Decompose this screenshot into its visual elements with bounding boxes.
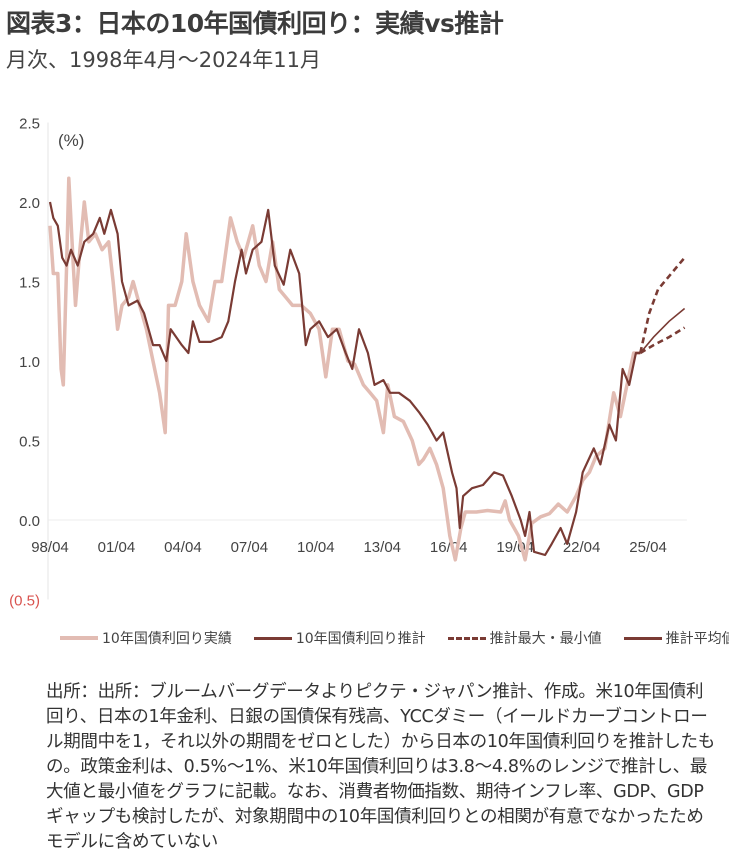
legend-swatch-range bbox=[447, 636, 486, 640]
y-tick-label: 2.5 bbox=[19, 116, 40, 133]
legend-item-range: 推計最大・最小値 bbox=[447, 628, 602, 648]
legend: 10年国債利回り実績 10年国債利回り推計 推計最大・最小値 推計平均値 bbox=[60, 628, 729, 648]
legend-label: 10年国債利回り推計 bbox=[295, 631, 426, 647]
x-tick-label: 01/04 bbox=[98, 539, 136, 556]
y-tick-label: 0.5 bbox=[19, 434, 40, 451]
y-tick-label: (0.5) bbox=[9, 593, 40, 610]
x-tick-label: 04/04 bbox=[164, 539, 202, 556]
chart-title: 図表3：日本の10年国債利回り：実績vs推計 bbox=[6, 9, 504, 38]
x-tick-label: 13/04 bbox=[363, 539, 401, 556]
x-tick-label: 10/04 bbox=[297, 539, 335, 556]
legend-label: 10年国債利回り実績 bbox=[102, 631, 232, 647]
legend-swatch-average bbox=[623, 636, 662, 640]
legend-label: 推計平均値 bbox=[665, 631, 729, 647]
unit-label: (%) bbox=[58, 131, 84, 150]
chart-subtitle: 月次、1998年4月～2024年11月 bbox=[6, 48, 321, 72]
series-min-dashed-line bbox=[639, 326, 686, 355]
legend-swatch-actual bbox=[60, 636, 98, 640]
x-tick-label: 07/04 bbox=[231, 539, 269, 556]
legend-swatch-estimate bbox=[253, 636, 292, 640]
y-tick-label: 2.0 bbox=[19, 195, 40, 212]
footnote: 出所：出所：ブルームバーグデータよりピクテ・ジャパン推計、作成。米10年国債利回… bbox=[46, 682, 715, 852]
y-tick-label: 1.5 bbox=[19, 275, 40, 292]
legend-item-actual: 10年国債利回り実績 bbox=[60, 628, 232, 648]
legend-label: 推計最大・最小値 bbox=[489, 631, 602, 647]
legend-item-estimate: 10年国債利回り推計 bbox=[253, 628, 426, 648]
line-chart: 2.5 2.0 1.5 1.0 0.5 0.0 (0.5) 98/04 01/04 04/04 07… bbox=[9, 116, 687, 610]
series-average-line bbox=[639, 307, 686, 354]
x-tick-label: 22/04 bbox=[563, 539, 601, 556]
x-tick-label: 98/04 bbox=[31, 539, 69, 556]
y-tick-label: 1.0 bbox=[19, 354, 40, 371]
legend-item-average: 推計平均値 bbox=[623, 628, 729, 648]
series-max-dashed-line bbox=[639, 256, 686, 354]
x-tick-label: 16/04 bbox=[430, 539, 468, 556]
x-tick-label: 25/04 bbox=[629, 539, 667, 556]
series-estimate-line bbox=[48, 201, 641, 557]
y-tick-label: 0.0 bbox=[19, 513, 40, 530]
series-actual-line bbox=[48, 176, 641, 562]
